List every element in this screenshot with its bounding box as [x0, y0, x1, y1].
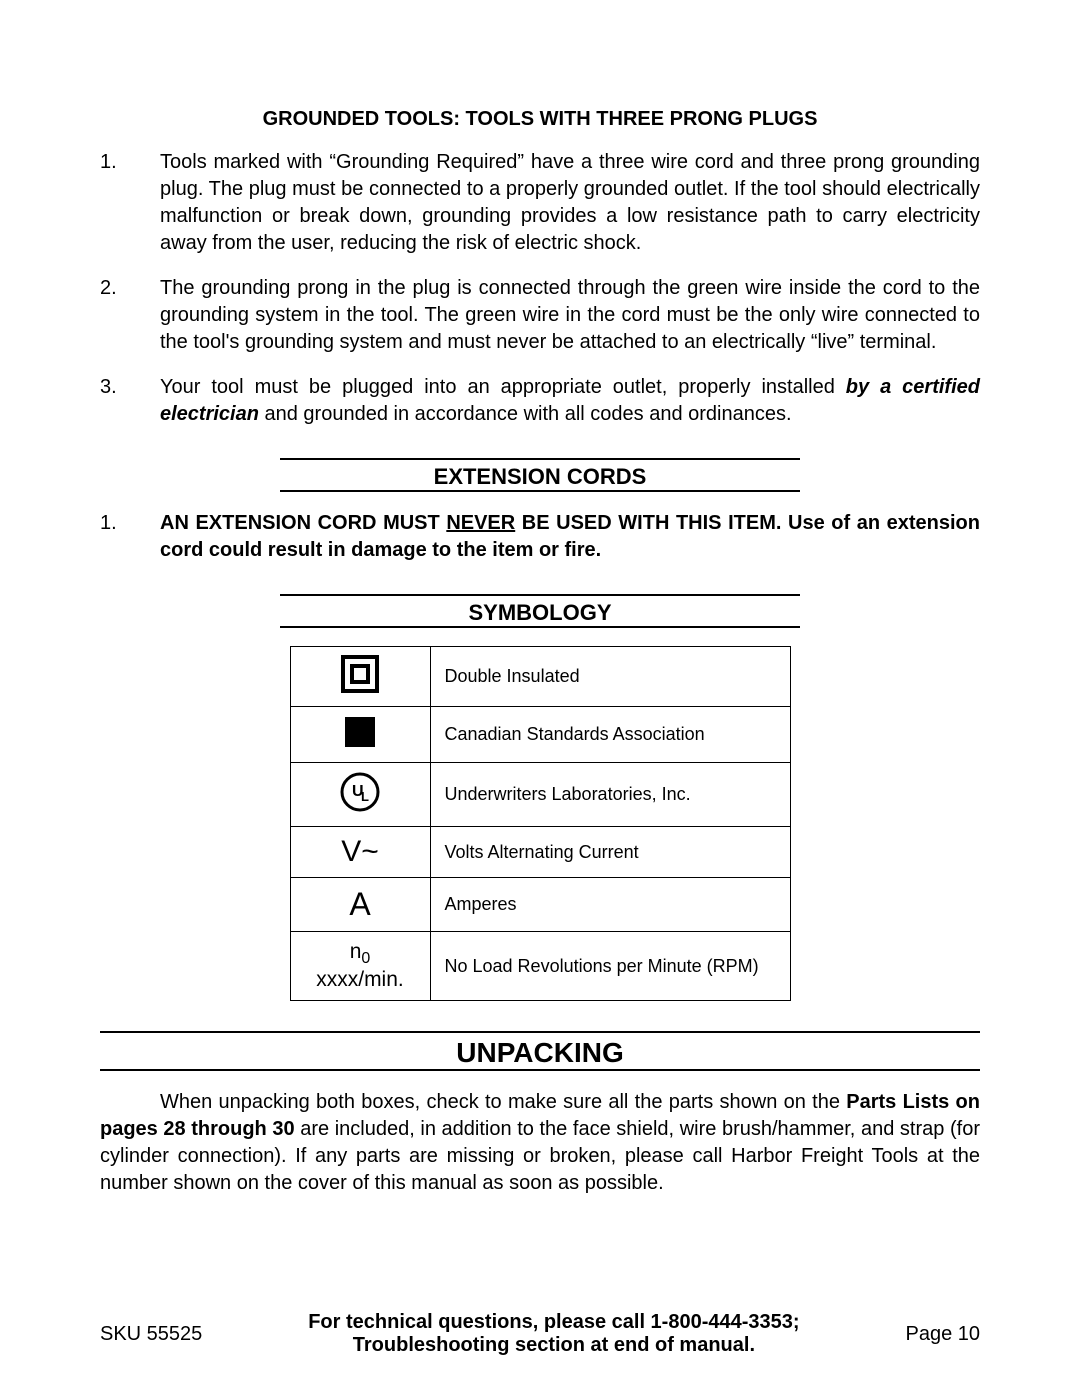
heading-symbology: SYMBOLOGY — [280, 594, 800, 628]
text-pre: AN EXTENSION CORD MUST — [160, 512, 446, 534]
grounded-list: 1. Tools marked with “Grounding Required… — [100, 149, 980, 428]
symbology-table: Double Insulated Canadian Standards Asso… — [290, 646, 791, 1001]
list-item: 2. The grounding prong in the plug is co… — [100, 275, 980, 356]
ampere-icon: A — [349, 886, 370, 922]
double-insulated-icon — [341, 655, 379, 698]
symbol-cell — [290, 707, 430, 763]
page-footer: SKU 55525 For technical questions, pleas… — [100, 1311, 980, 1357]
symbol-desc: Amperes — [430, 878, 790, 932]
vac-icon: V~ — [341, 835, 379, 868]
list-number: 1. — [100, 510, 160, 564]
table-row: Double Insulated — [290, 647, 790, 707]
rule-bottom — [280, 626, 800, 628]
heading-unpacking: UNPACKING — [100, 1031, 980, 1071]
list-body: The grounding prong in the plug is conne… — [160, 275, 980, 356]
heading-grounded: GROUNDED TOOLS: TOOLS WITH THREE PRONG P… — [100, 108, 980, 131]
text-pre: When unpacking both boxes, check to make… — [160, 1091, 846, 1113]
rule-bottom — [280, 490, 800, 492]
symbol-desc: Volts Alternating Current — [430, 827, 790, 878]
symbol-cell: A — [290, 878, 430, 932]
list-item: 3. Your tool must be plugged into an app… — [100, 374, 980, 428]
table-row: A Amperes — [290, 878, 790, 932]
rpm-n: n — [350, 940, 362, 963]
rpm-rest: xxxx/min. — [316, 968, 404, 991]
heading-extension: EXTENSION CORDS — [280, 458, 800, 492]
heading-text: SYMBOLOGY — [468, 596, 611, 628]
symbol-cell: V~ — [290, 827, 430, 878]
list-item: 1. Tools marked with “Grounding Required… — [100, 149, 980, 257]
table-row: Canadian Standards Association — [290, 707, 790, 763]
text-never: NEVER — [446, 512, 515, 534]
footer-page: Page 10 — [905, 1323, 980, 1346]
rule-bottom — [100, 1069, 980, 1071]
svg-text:L: L — [361, 789, 369, 804]
rpm-sub: 0 — [361, 950, 370, 967]
symbol-cell — [290, 647, 430, 707]
symbol-cell: n0 xxxx/min. — [290, 932, 430, 1001]
list-body: Your tool must be plugged into an approp… — [160, 374, 980, 428]
list-number: 2. — [100, 275, 160, 356]
page: GROUNDED TOOLS: TOOLS WITH THREE PRONG P… — [0, 0, 1080, 1397]
text-post: and grounded in accordance with all code… — [259, 403, 792, 425]
footer-sku: SKU 55525 — [100, 1323, 202, 1346]
heading-text: EXTENSION CORDS — [434, 460, 647, 492]
csa-icon — [343, 715, 377, 754]
symbol-cell: U L — [290, 763, 430, 827]
table-row: n0 xxxx/min. No Load Revolutions per Min… — [290, 932, 790, 1001]
symbol-desc: Double Insulated — [430, 647, 790, 707]
footer-center: For technical questions, please call 1-8… — [222, 1311, 885, 1357]
list-body: AN EXTENSION CORD MUST NEVER BE USED WIT… — [160, 510, 980, 564]
extension-list: 1. AN EXTENSION CORD MUST NEVER BE USED … — [100, 510, 980, 564]
list-item: 1. AN EXTENSION CORD MUST NEVER BE USED … — [100, 510, 980, 564]
heading-text: UNPACKING — [456, 1033, 623, 1071]
footer-line2: Troubleshooting section at end of manual… — [353, 1334, 755, 1356]
symbol-desc: No Load Revolutions per Minute (RPM) — [430, 932, 790, 1001]
footer-line1: For technical questions, please call 1-8… — [308, 1311, 799, 1333]
unpacking-paragraph: When unpacking both boxes, check to make… — [100, 1089, 980, 1197]
symbol-desc: Canadian Standards Association — [430, 707, 790, 763]
text-pre: Your tool must be plugged into an approp… — [160, 376, 846, 398]
rpm-icon: n0 xxxx/min. — [316, 940, 404, 991]
list-number: 3. — [100, 374, 160, 428]
symbol-desc: Underwriters Laboratories, Inc. — [430, 763, 790, 827]
table-row: U L Underwriters Laboratories, Inc. — [290, 763, 790, 827]
list-number: 1. — [100, 149, 160, 257]
list-body: Tools marked with “Grounding Required” h… — [160, 149, 980, 257]
table-row: V~ Volts Alternating Current — [290, 827, 790, 878]
ul-icon: U L — [339, 771, 381, 818]
